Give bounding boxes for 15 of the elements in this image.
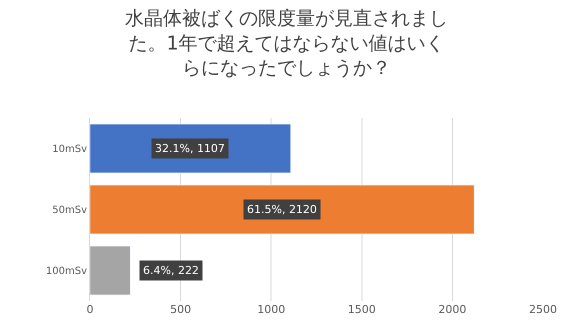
- x-tick-label: 2000: [438, 303, 466, 316]
- chart-title: 水晶体被ばくの限度量が見直されました。1年で超えてはならない値はいくらになったでしょうか？: [125, 8, 448, 80]
- data-label: 32.1%, 1107: [155, 142, 225, 155]
- y-tick-label: 100mSv: [46, 266, 88, 277]
- x-tick-label: 500: [170, 303, 192, 316]
- bar: [90, 246, 130, 296]
- data-label: 6.4%, 222: [143, 264, 199, 277]
- x-tick-label: 0: [86, 303, 94, 316]
- y-tick-label: 50mSv: [52, 205, 88, 216]
- y-tick-label: 10mSv: [52, 144, 88, 155]
- x-tick-label: 1000: [257, 303, 286, 316]
- data-label: 61.5%, 2120: [247, 203, 317, 216]
- x-tick-label: 2500: [529, 303, 557, 316]
- bar: [90, 184, 474, 234]
- x-tick-label: 1500: [348, 303, 376, 316]
